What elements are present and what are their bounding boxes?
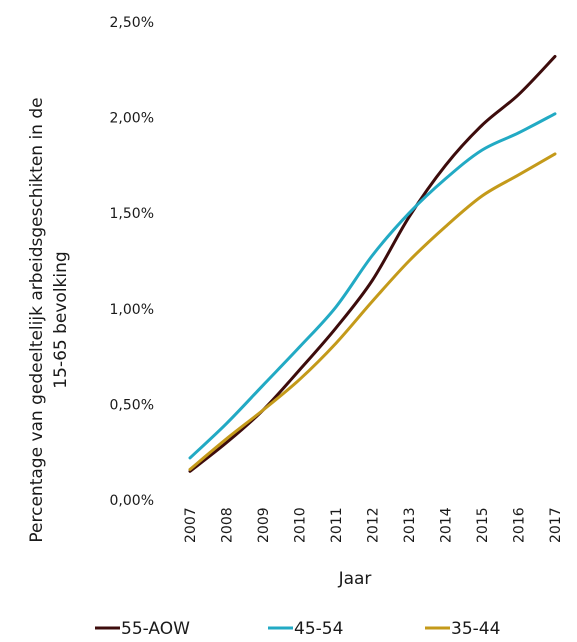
y-axis-title-line2: 15-65 bevolking bbox=[51, 251, 71, 388]
series-line-55-aow bbox=[188, 54, 557, 473]
y-tick-label: 0,50% bbox=[110, 397, 154, 413]
series-line-35-44 bbox=[188, 152, 557, 471]
x-tick-label: 2007 bbox=[183, 507, 199, 543]
x-tick-label: 2010 bbox=[293, 507, 309, 543]
legend-label: 35-44 bbox=[451, 619, 500, 639]
y-axis-title-line1: Percentage van gedeeltelijk arbeidsgesch… bbox=[27, 97, 47, 542]
x-tick-label: 2015 bbox=[475, 507, 491, 543]
y-axis-ticks: 0,00% 0,50% 1,00% 1,50% 2,00% 2,50% bbox=[110, 15, 154, 509]
y-tick-label: 2,00% bbox=[110, 111, 154, 127]
x-tick-label: 2017 bbox=[548, 507, 564, 543]
legend-label: 45-54 bbox=[294, 619, 343, 639]
y-tick-label: 0,00% bbox=[110, 493, 154, 509]
legend-label: 55-AOW bbox=[121, 619, 190, 639]
x-tick-label: 2008 bbox=[220, 507, 236, 543]
series-line-45-54 bbox=[188, 112, 557, 460]
series-lines bbox=[188, 54, 557, 473]
y-tick-label: 1,00% bbox=[110, 302, 154, 318]
x-axis-title: Jaar bbox=[338, 569, 372, 589]
y-tick-label: 1,50% bbox=[110, 206, 154, 222]
x-tick-label: 2009 bbox=[256, 507, 272, 543]
x-tick-label: 2016 bbox=[512, 507, 528, 543]
x-tick-label: 2014 bbox=[439, 507, 455, 543]
x-tick-label: 2013 bbox=[402, 507, 418, 543]
legend: 55-AOW 45-54 35-44 bbox=[95, 619, 500, 639]
x-tick-label: 2011 bbox=[329, 507, 345, 543]
x-axis-ticks: 2007 2008 2009 2010 2011 2012 2013 2014 2015 2016… bbox=[183, 507, 564, 543]
y-tick-label: 2,50% bbox=[110, 15, 154, 31]
x-tick-label: 2012 bbox=[366, 507, 382, 543]
